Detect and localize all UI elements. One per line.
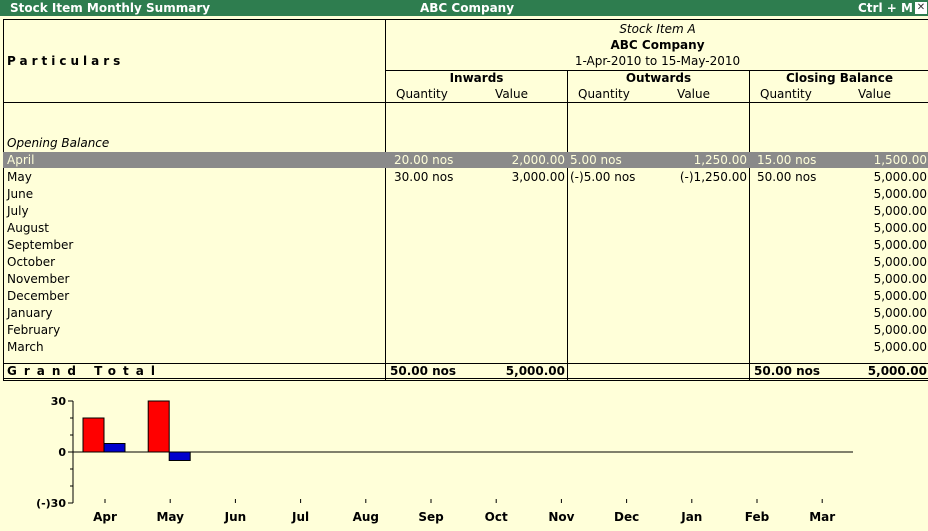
row-cl-val: 5,000.00 xyxy=(873,289,927,303)
x-tick-label: Feb xyxy=(745,510,770,524)
outwards-bar xyxy=(168,451,191,461)
outwards-header: Outwards xyxy=(625,71,692,85)
window-company: ABC Company xyxy=(420,1,515,15)
x-tick-label: Oct xyxy=(485,510,508,524)
row-month: September xyxy=(7,238,74,252)
closing-value-header: Value xyxy=(858,87,891,101)
row-cl-val: 5,000.00 xyxy=(873,238,927,252)
row-cl-val: 5,000.00 xyxy=(873,221,927,235)
y-tick-label: 30 xyxy=(51,395,67,408)
row-cl-val: 5,000.00 xyxy=(873,255,927,269)
x-tick-label: Dec xyxy=(614,510,639,524)
row-month: November xyxy=(7,272,70,286)
row-cl-val: 5,000.00 xyxy=(873,340,927,354)
grand-total-label: Grand Total xyxy=(7,364,162,378)
opening-balance-label: Opening Balance xyxy=(7,136,110,150)
outwards-bar xyxy=(103,443,126,453)
monthly-chart: 30 0 (-)30 Apr May Jun Jul Aug Sep Oct Nov Dec Jan Fe… xyxy=(36,395,853,524)
title-bar: Stock Item Monthly Summary ABC Company C… xyxy=(0,0,928,16)
row-cl-val: 5,000.00 xyxy=(873,323,927,337)
stock-item-name: Stock Item A xyxy=(619,22,696,36)
row-month: May xyxy=(7,170,32,184)
y-tick-label: (-)30 xyxy=(36,497,66,510)
row-month: January xyxy=(7,306,53,320)
window-title: Stock Item Monthly Summary xyxy=(10,1,211,15)
x-tick-label: Apr xyxy=(93,510,117,524)
row-in-qty: 20.00 nos xyxy=(394,153,454,167)
row-cl-val: 5,000.00 xyxy=(873,204,927,218)
divider xyxy=(385,19,386,381)
row-in-val: 2,000.00 xyxy=(511,153,565,167)
row-cl-val: 1,500.00 xyxy=(873,153,927,167)
inwards-bar xyxy=(82,417,105,453)
shortcut-label[interactable]: Ctrl + M xyxy=(858,1,913,15)
inwards-quantity-header: Quantity xyxy=(396,87,448,101)
row-month: August xyxy=(7,221,49,235)
row-month: February xyxy=(7,323,61,337)
x-tick-label: Jul xyxy=(291,510,309,524)
row-cl-val: 5,000.00 xyxy=(873,170,927,184)
row-month: March xyxy=(7,340,44,354)
outwards-quantity-header: Quantity xyxy=(578,87,630,101)
row-month: April xyxy=(7,153,35,167)
row-out-val: (-)1,250.00 xyxy=(679,170,747,184)
row-in-qty: 30.00 nos xyxy=(394,170,454,184)
report-frame xyxy=(3,19,928,381)
y-tick-label: 0 xyxy=(58,446,66,459)
row-month: July xyxy=(7,204,29,218)
period-range: 1-Apr-2010 to 15-May-2010 xyxy=(574,54,741,68)
row-cl-val: 5,000.00 xyxy=(873,187,927,201)
divider xyxy=(567,70,568,381)
particulars-header: Particulars xyxy=(7,54,125,68)
row-out-qty: (-)5.00 nos xyxy=(570,170,636,184)
x-tick-label: May xyxy=(156,510,184,524)
inwards-header: Inwards xyxy=(449,71,504,85)
x-tick-label: Mar xyxy=(809,510,835,524)
header-company: ABC Company xyxy=(610,38,705,52)
x-tick-label: Jun xyxy=(224,510,247,524)
grand-total-in-qty: 50.00 nos xyxy=(390,364,457,378)
row-month: December xyxy=(7,289,70,303)
divider xyxy=(3,363,928,364)
x-tick-label: Jan xyxy=(680,510,702,524)
row-cl-qty: 50.00 nos xyxy=(757,170,817,184)
divider xyxy=(749,70,750,381)
row-in-val: 3,000.00 xyxy=(511,170,565,184)
row-cl-val: 5,000.00 xyxy=(873,272,927,286)
x-tick-label: Nov xyxy=(548,510,574,524)
grand-total-cl-val: 5,000.00 xyxy=(867,364,927,378)
inwards-bar xyxy=(147,400,170,453)
selected-row-highlight xyxy=(3,152,928,168)
row-cl-qty: 15.00 nos xyxy=(757,153,817,167)
grand-total-cl-qty: 50.00 nos xyxy=(754,364,821,378)
closing-quantity-header: Quantity xyxy=(760,87,812,101)
divider xyxy=(386,70,928,71)
outwards-value-header: Value xyxy=(677,87,710,101)
row-month: June xyxy=(7,187,34,201)
row-out-qty: 5.00 nos xyxy=(570,153,622,167)
grand-total-in-val: 5,000.00 xyxy=(505,364,565,378)
divider xyxy=(3,102,928,103)
row-cl-val: 5,000.00 xyxy=(873,306,927,320)
divider xyxy=(3,378,928,379)
inwards-value-header: Value xyxy=(495,87,528,101)
row-out-val: 1,250.00 xyxy=(693,153,747,167)
closing-balance-header: Closing Balance xyxy=(786,71,893,85)
close-icon[interactable]: ✕ xyxy=(915,2,927,14)
x-tick-label: Aug xyxy=(353,510,379,524)
x-tick-label: Sep xyxy=(418,510,444,524)
row-month: October xyxy=(7,255,56,269)
